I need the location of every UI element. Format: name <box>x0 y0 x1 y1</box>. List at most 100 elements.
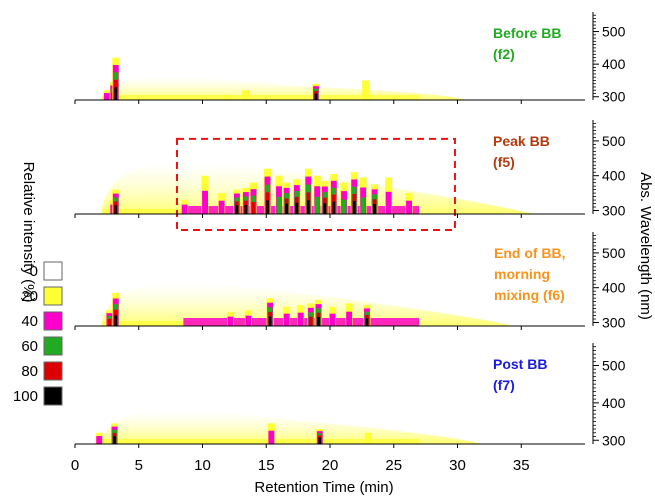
panel-f5-peak-4-level-40 <box>218 200 225 214</box>
panel-f6-y-tick-label-400: 400 <box>602 280 626 296</box>
panel-f6-peak-4-level-100 <box>268 316 272 326</box>
x-tick-label-10: 10 <box>194 457 211 474</box>
panel-f6-label-line-3: mixing (f6) <box>494 287 565 303</box>
colorbar-label: Relative intensity (%) <box>20 162 37 303</box>
x-tick-label-15: 15 <box>258 457 275 474</box>
colorbar-value-100: 100 <box>13 388 38 405</box>
panel-f7-peak-1-level-100 <box>113 436 116 444</box>
colorbar-swatch-0 <box>43 261 63 281</box>
panel-f6-label-line-1: End of BB, <box>494 245 566 261</box>
x-axis-label: Retention Time (min) <box>254 479 393 496</box>
colorbar-value-0: 0 <box>30 263 38 280</box>
panel-f5-peak-2-level-40 <box>181 204 188 214</box>
panel-f7-base-band <box>103 439 420 444</box>
panel-f5-peak-14-level-100 <box>323 203 327 214</box>
panel-f5-y-tick-label-400: 400 <box>602 168 626 184</box>
panel-f5-label-line-1: Peak BB <box>493 133 550 149</box>
panel-f5: 300 400 500 Peak BB (f5) <box>74 120 626 231</box>
colorbar-swatch-40 <box>43 311 63 331</box>
panel-f7-peak-4-level-20 <box>364 432 372 444</box>
colorbar-swatch-60 <box>43 336 63 356</box>
panel-f5-peak-12-level-100 <box>307 200 310 214</box>
panel-f5-peak-17-level-100 <box>352 201 356 214</box>
panel-f6-peak-9-level-40 <box>329 313 336 326</box>
panel-f2-peak-3-level-20 <box>224 95 232 100</box>
panel-f2-label-line-2: (f2) <box>493 46 515 62</box>
panel-f5-peak-18-level-60 <box>360 197 366 214</box>
panel-f6-peak-5-level-40 <box>283 313 290 326</box>
panels-group: 300 400 500 Before BB (f2) 300 400 500 Peak BB (f… <box>74 12 626 448</box>
panel-f6-peak-6-level-40 <box>297 312 304 326</box>
panel-f7: 300 400 500 Post BB (f7) <box>74 343 626 448</box>
panel-f5-peak-11-level-100 <box>295 202 299 214</box>
colorbar-value-80: 80 <box>21 363 38 380</box>
x-tick-label-35: 35 <box>513 457 530 474</box>
panel-f6-peak-11-level-100 <box>365 318 369 326</box>
x-tick-label-5: 5 <box>135 457 143 474</box>
y-right-axis-label: Abs. Wavelength (nm) <box>637 172 654 320</box>
panel-f7-label-line-1: Post BB <box>493 356 547 372</box>
colorbar-value-20: 20 <box>21 288 38 305</box>
panel-f2-peak-2-level-100 <box>114 87 118 100</box>
panel-f5-peak-6-level-100 <box>244 204 248 214</box>
panel-f5-peak-7-level-80 <box>251 202 256 214</box>
colorbar-value-60: 60 <box>21 338 38 355</box>
panel-f5-peak-10-level-100 <box>285 203 288 214</box>
panel-f7-peak-0-level-40 <box>96 436 103 444</box>
panel-f5-peak-8-level-100 <box>266 200 269 214</box>
panel-f2-peak-5-level-100 <box>314 93 318 100</box>
panel-f5-y-tick-label-500: 500 <box>602 133 626 149</box>
panel-f5-base-band-strong <box>183 206 420 214</box>
panel-f6-y-tick-label-300: 300 <box>602 315 626 331</box>
panel-f2-y-tick-label-500: 500 <box>602 24 626 40</box>
panel-f6-peak-10-level-40 <box>346 311 353 326</box>
x-axis: 0 5 10 15 20 25 30 35 <box>71 457 530 474</box>
panel-f6-peak-2-level-40 <box>227 316 234 326</box>
panel-f7-peak-3-level-100 <box>318 437 322 444</box>
panel-f6: 300 400 500 End of BB, morning mixing (f6) <box>74 232 626 331</box>
panel-f2-base-band <box>103 95 420 100</box>
panel-f2-peak-4-level-20 <box>242 90 250 100</box>
colorbar-value-40: 40 <box>21 313 38 330</box>
colorbar: 0 20 40 60 80 100 <box>13 261 63 406</box>
panel-f6-background-glow <box>100 282 514 326</box>
panel-f7-peak-2-level-40 <box>268 430 275 444</box>
colorbar-swatch-100 <box>43 386 63 406</box>
panel-f5-peak-16-level-60 <box>341 199 347 214</box>
panel-f5-peak-1-level-100 <box>114 205 118 214</box>
panel-f7-background-glow <box>100 410 483 444</box>
colorbar-swatch-20 <box>43 286 63 306</box>
panel-f5-peak-15-level-100 <box>332 201 336 214</box>
panel-f5-peak-21-level-40 <box>406 200 412 214</box>
x-tick-label-0: 0 <box>71 457 79 474</box>
panel-f6-peak-0-level-80 <box>107 318 112 326</box>
panel-f2-y-tick-label-300: 300 <box>602 89 626 105</box>
panel-f7-y-tick-label-400: 400 <box>602 395 626 411</box>
panel-f5-peak-5-level-100 <box>235 205 239 214</box>
panel-f5-y-tick-label-300: 300 <box>602 203 626 219</box>
panel-f6-peak-7-level-80 <box>309 316 313 326</box>
panel-f6-peak-8-level-100 <box>317 316 320 326</box>
x-tick-label-30: 30 <box>449 457 466 474</box>
panel-f2-peak-0-level-40 <box>103 93 110 100</box>
panel-f5-peak-19-level-100 <box>373 204 376 214</box>
panel-f5-peak-3-level-40 <box>202 190 208 214</box>
panel-f5-highlight-box <box>176 137 456 231</box>
panel-f6-peak-3-level-40 <box>245 315 252 326</box>
x-tick-label-25: 25 <box>385 457 402 474</box>
panel-f5-peak-13-level-60 <box>314 196 320 214</box>
colorbar-swatch-80 <box>43 361 63 381</box>
panel-f7-label-line-2: (f7) <box>493 377 515 393</box>
panel-f5-peak-9-level-60 <box>276 196 282 214</box>
panel-f2: 300 400 500 Before BB (f2) <box>74 12 626 105</box>
panel-f6-label-line-2: morning <box>494 266 550 282</box>
panel-f2-y-tick-label-400: 400 <box>602 56 626 72</box>
panel-f6-y-tick-label-500: 500 <box>602 245 626 261</box>
x-tick-label-20: 20 <box>322 457 339 474</box>
panel-f5-label-line-2: (f5) <box>493 154 515 170</box>
panel-f5-peak-20-level-40 <box>385 191 392 214</box>
panel-f7-y-tick-label-500: 500 <box>602 357 626 373</box>
panel-f2-label-line-1: Before BB <box>493 25 561 41</box>
panel-f2-background-glow <box>100 76 468 100</box>
